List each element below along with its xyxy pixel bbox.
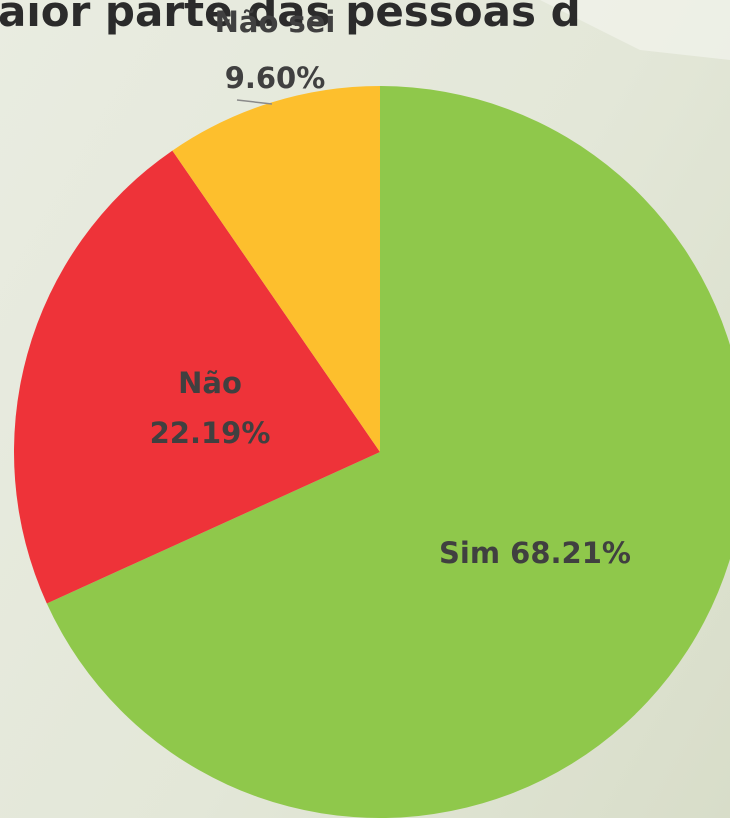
labels: Sim 68.21% Não 22.19% Não sei 9.60% [150,5,631,570]
label-value: 9.60% [225,61,326,95]
label-name: Sim [439,536,500,570]
data-label: 22.19% [150,416,271,450]
label-name: Não [178,366,242,400]
pie-slice [172,86,380,452]
label-value: 22.19% [150,416,271,450]
data-label: Não [178,366,242,400]
chart-title: aior parte das pessoas d [0,0,581,36]
pie-slice [46,86,730,818]
pie-slice [13,150,380,604]
data-label: Sim 68.21% [439,536,631,570]
background-shape [540,0,730,60]
data-label: Não sei [215,5,336,39]
data-label: 9.60% [225,61,326,95]
leader-line [236,99,273,105]
label-value: 68.21% [510,536,631,570]
pie [13,86,730,818]
label-name: Não sei [215,5,336,39]
